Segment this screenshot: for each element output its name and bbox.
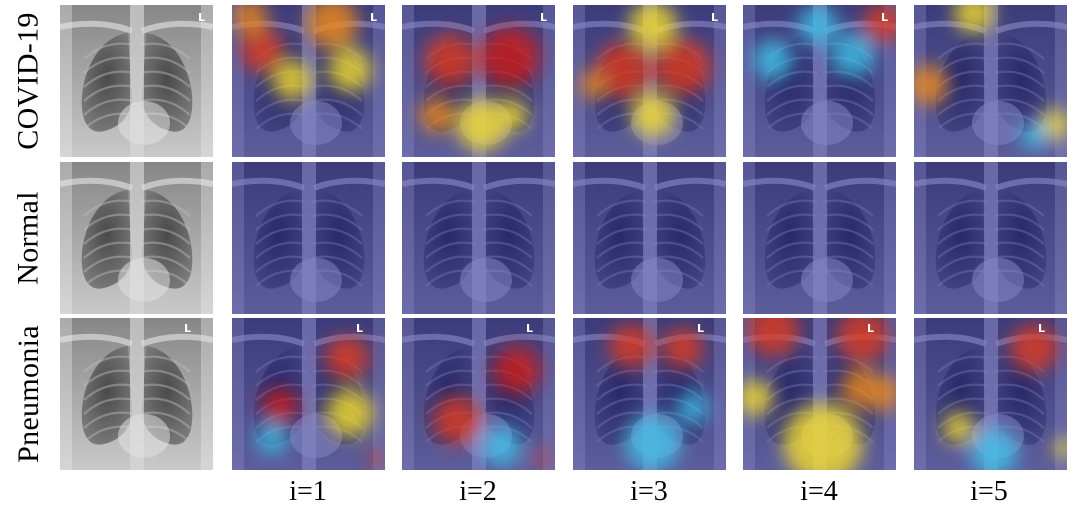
- orientation-marker: L: [355, 322, 363, 335]
- column-label-i4: i=4: [800, 476, 838, 507]
- column-label-i2: i=2: [459, 476, 497, 507]
- row-label-covid19: COVID-19: [0, 5, 58, 157]
- heatmap-hotspot: [629, 5, 677, 49]
- orientation-marker: L: [369, 11, 377, 24]
- gradcam-heatmap-image: L: [402, 318, 555, 470]
- gradcam-heatmap-image: [743, 162, 896, 314]
- heatmap-hotspot: [783, 403, 863, 470]
- heatmap-base-tint: [232, 162, 385, 314]
- heatmap-hotspot: [1020, 121, 1048, 149]
- heatmap-base-tint: [573, 162, 726, 314]
- heatmap-hotspot: [841, 368, 881, 408]
- heatmap-hotspot: [753, 40, 793, 80]
- row-label-text: Pneumonia: [12, 325, 45, 463]
- orientation-marker: L: [696, 322, 704, 335]
- heatmap-hotspot: [232, 5, 268, 35]
- heatmap-hotspot: [579, 71, 607, 99]
- orientation-marker: L: [197, 11, 205, 24]
- orientation-marker: L: [183, 322, 191, 335]
- chest-xray-image: L: [60, 318, 213, 470]
- heatmap-hotspot: [325, 336, 369, 380]
- heatmap-hotspot: [1054, 438, 1067, 458]
- heatmap-hotspot: [595, 42, 651, 98]
- heatmap-hotspot: [433, 396, 481, 444]
- row-label-text: Normal: [12, 191, 46, 285]
- orientation-marker: L: [710, 11, 718, 24]
- heatmap-hotspot: [914, 65, 948, 105]
- orientation-marker: L: [1037, 322, 1045, 335]
- heatmap-hotspot: [496, 99, 528, 131]
- heatmap-base-tint: [743, 162, 896, 314]
- heatmap-hotspot: [663, 328, 703, 368]
- heatmap-base-tint: [402, 318, 555, 470]
- heatmap-hotspot: [798, 5, 838, 45]
- heatmap-hotspot: [328, 48, 372, 92]
- heatmap-hotspot: [369, 450, 385, 466]
- gradcam-heatmap-image: L: [232, 5, 385, 157]
- gradcam-heatmap-image: L: [402, 5, 555, 157]
- heatmap-hotspot: [655, 39, 711, 95]
- gradcam-heatmap-image: [402, 162, 555, 314]
- gradcam-heatmap-image: [573, 162, 726, 314]
- heatmap-hotspot: [482, 426, 522, 466]
- orientation-marker: L: [525, 322, 533, 335]
- heatmap-hotspot: [256, 422, 288, 454]
- heatmap-hotspot: [480, 27, 540, 87]
- orientation-marker: L: [866, 322, 874, 335]
- gradcam-heatmap-image: L: [573, 318, 726, 470]
- column-label-i1: i=1: [289, 476, 327, 507]
- heatmap-hotspot: [831, 33, 875, 77]
- gradcam-heatmap-image: [914, 5, 1067, 157]
- heatmap-hotspot: [677, 392, 709, 424]
- orientation-marker: L: [539, 11, 547, 24]
- heatmap-hotspot: [534, 450, 550, 466]
- heatmap-hotspot: [1010, 324, 1058, 372]
- heatmap-hotspot: [743, 380, 773, 416]
- heatmap-hotspot: [943, 412, 975, 444]
- heatmap-hotspot: [272, 60, 312, 100]
- chest-xray-image: [60, 162, 213, 314]
- row-label-pneumonia: Pneumonia: [0, 318, 58, 470]
- gradcam-heatmap-image: L: [232, 318, 385, 470]
- heatmap-hotspot: [631, 93, 675, 137]
- heatmap-hotspot: [863, 5, 896, 43]
- heatmap-hotspot: [326, 389, 374, 437]
- heatmap-hotspot: [625, 415, 681, 470]
- orientation-marker: L: [880, 11, 888, 24]
- gradcam-heatmap-image: L: [914, 318, 1067, 470]
- heatmap-hotspot: [837, 318, 889, 362]
- heatmap-hotspot: [424, 34, 476, 86]
- gradcam-heatmap-image: L: [573, 5, 726, 157]
- heatmap-hotspot: [493, 346, 541, 394]
- chest-xray-image: L: [60, 5, 213, 157]
- gradcam-heatmap-image: L: [743, 5, 896, 157]
- column-label-i5: i=5: [970, 476, 1008, 507]
- heatmap-base-tint: [914, 162, 1067, 314]
- heatmap-hotspot: [954, 5, 994, 33]
- heatmap-hotspot: [262, 388, 298, 424]
- gradcam-heatmap-image: [232, 162, 385, 314]
- heatmap-hotspot: [970, 429, 1018, 470]
- gradcam-heatmap-image: L: [743, 318, 896, 470]
- heatmap-hotspot: [747, 318, 799, 356]
- heatmap-hotspot: [456, 99, 508, 151]
- heatmap-hotspot: [306, 5, 358, 49]
- heatmap-hotspot: [609, 324, 653, 368]
- gradcam-heatmap-image: [914, 162, 1067, 314]
- row-label-text: COVID-19: [12, 12, 46, 150]
- column-label-i3: i=3: [630, 476, 668, 507]
- row-label-normal: Normal: [0, 162, 58, 314]
- heatmap-hotspot: [419, 97, 455, 133]
- heatmap-hotspot: [240, 28, 284, 72]
- heatmap-base-tint: [402, 162, 555, 314]
